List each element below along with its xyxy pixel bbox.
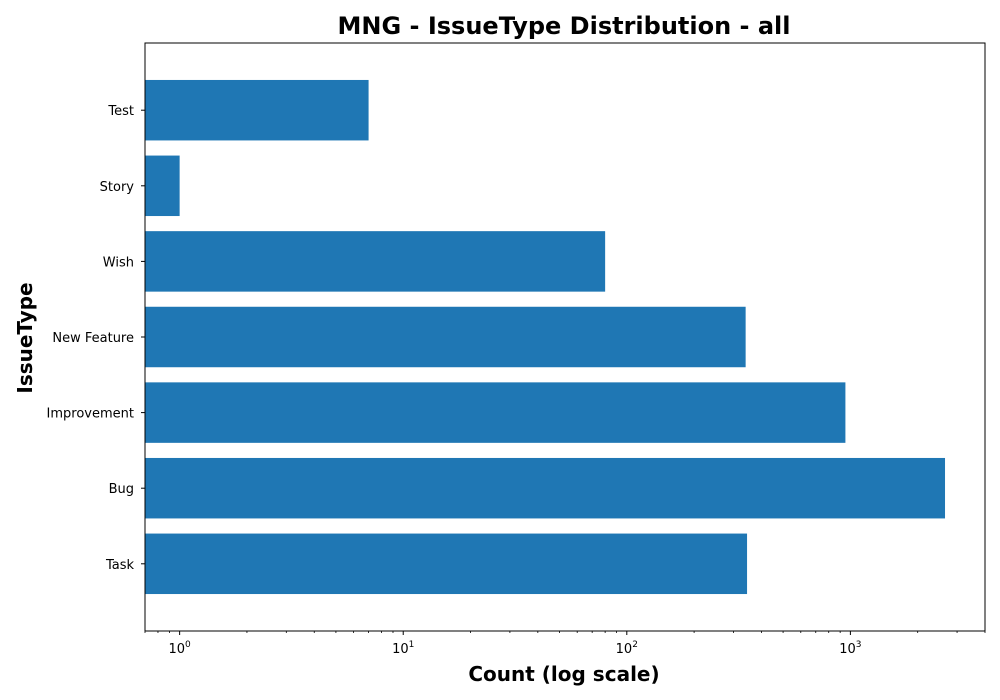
y-tick-label: Bug [109,482,134,497]
x-tick-exponent: 0 [185,640,191,650]
x-tick-exponent: 1 [409,640,415,650]
x-tick-label: 103 [839,640,861,657]
y-axis-label: IssueType [13,282,37,393]
y-tick-label: Story [100,180,135,195]
bar-bug [145,457,946,519]
x-tick-label: 101 [392,640,414,657]
x-tick-label: 100 [168,640,191,657]
y-axis: Task Bug Improvement New Feature Wish Story Te… [47,104,145,573]
x-tick-base: 10 [168,642,185,657]
x-axis: 100 101 102 103 [144,631,986,657]
y-tick-label: Wish [103,255,134,270]
x-tick-exponent: 2 [632,640,638,650]
y-tick-label: New Feature [52,331,134,346]
bar-new-feature [145,306,746,368]
x-tick-label: 102 [616,640,638,657]
bar-task [145,533,748,595]
chart-title: MNG - IssueType Distribution - all [337,12,790,40]
y-tick-label: Task [105,558,135,573]
bar-test [145,79,369,141]
bar-wish [145,231,606,292]
y-tick-label: Improvement [47,407,134,422]
y-tick-label: Test [107,104,134,119]
x-tick-base: 10 [616,642,633,657]
bars-layer [145,79,946,595]
bar-improvement [145,382,846,443]
x-tick-base: 10 [392,642,409,657]
x-tick-exponent: 3 [856,640,862,650]
x-axis-label: Count (log scale) [468,662,659,686]
x-tick-base: 10 [839,642,856,657]
bar-story [145,155,180,217]
